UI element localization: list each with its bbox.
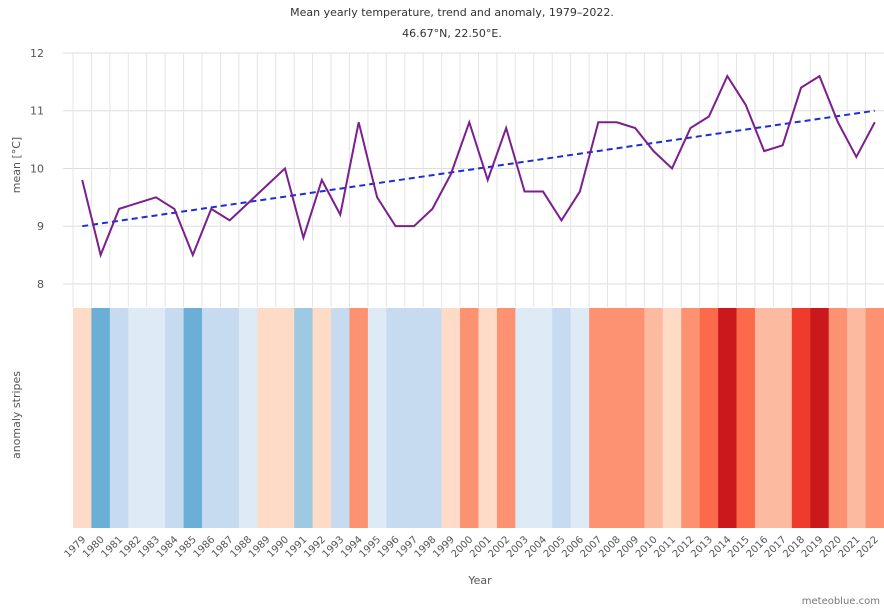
y-tick-label: 10 [30, 162, 44, 175]
y-tick-label: 9 [37, 220, 44, 233]
mean-line [81, 74, 876, 259]
anomaly-stripe [331, 308, 350, 528]
anomaly-stripe [478, 308, 498, 528]
anomaly-stripe [515, 308, 535, 528]
anomaly-stripe [625, 308, 645, 528]
anomaly-stripe [810, 308, 830, 528]
anomaly-stripe [718, 308, 737, 528]
anomaly-stripe [754, 308, 774, 528]
anomaly-stripe [275, 308, 295, 528]
anomaly-stripe [73, 308, 92, 528]
anomaly-stripe [533, 308, 553, 528]
anomaly-stripe [128, 308, 148, 528]
anomaly-stripe [589, 308, 608, 528]
anomaly-stripe [349, 308, 369, 528]
anomaly-stripe [109, 308, 129, 528]
anomaly-stripe [865, 308, 884, 528]
y-tick-label: 8 [37, 278, 44, 291]
anomaly-stripe [367, 308, 387, 528]
anomaly-stripe [496, 308, 516, 528]
anomaly-stripe [294, 308, 313, 528]
anomaly-stripe [423, 308, 442, 528]
anomaly-stripe [662, 308, 682, 528]
anomaly-stripe [441, 308, 461, 528]
x-axis-label: Year [467, 574, 492, 587]
anomaly-stripe [202, 308, 221, 528]
anomaly-stripe [699, 308, 719, 528]
anomaly-stripe [146, 308, 166, 528]
anomaly-stripe [773, 308, 793, 528]
anomaly-stripe [257, 308, 277, 528]
anomaly-stripe [312, 308, 332, 528]
y-axis-label: mean [°C] [10, 137, 23, 193]
anomaly-stripe [220, 308, 240, 528]
anomaly-stripe [736, 308, 756, 528]
anomaly-stripe [238, 308, 258, 528]
anomaly-stripe [552, 308, 571, 528]
source: meteoblue.com [802, 596, 880, 607]
x-tick-label: 2022 [855, 534, 881, 560]
stripes-label: anomaly stripes [10, 371, 23, 459]
anomaly-stripe [644, 308, 664, 528]
anomaly-stripe [404, 308, 424, 528]
chart-title: Mean yearly temperature, trend and anoma… [290, 6, 614, 19]
y-tick-label: 11 [30, 105, 44, 118]
anomaly-stripe [91, 308, 111, 528]
anomaly-stripe [570, 308, 590, 528]
anomaly-stripe [386, 308, 406, 528]
anomaly-stripe [828, 308, 848, 528]
anomaly-stripe [165, 308, 184, 528]
anomaly-stripe [183, 308, 203, 528]
chart-subtitle: 46.67°N, 22.50°E. [402, 27, 502, 40]
anomaly-stripe [791, 308, 811, 528]
trend-line [82, 109, 875, 228]
anomaly-stripe [607, 308, 627, 528]
anomaly-stripe [681, 308, 700, 528]
y-tick-label: 12 [30, 47, 44, 60]
anomaly-stripe [460, 308, 479, 528]
anomaly-stripe [847, 308, 866, 528]
